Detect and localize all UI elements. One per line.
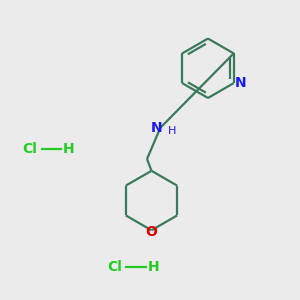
Text: Cl: Cl — [22, 142, 37, 155]
Text: N: N — [151, 121, 163, 135]
Text: H: H — [148, 260, 159, 274]
Text: N: N — [234, 76, 246, 90]
Text: H: H — [63, 142, 74, 155]
Text: H: H — [167, 126, 176, 136]
Text: O: O — [146, 225, 158, 239]
Text: Cl: Cl — [107, 260, 122, 274]
